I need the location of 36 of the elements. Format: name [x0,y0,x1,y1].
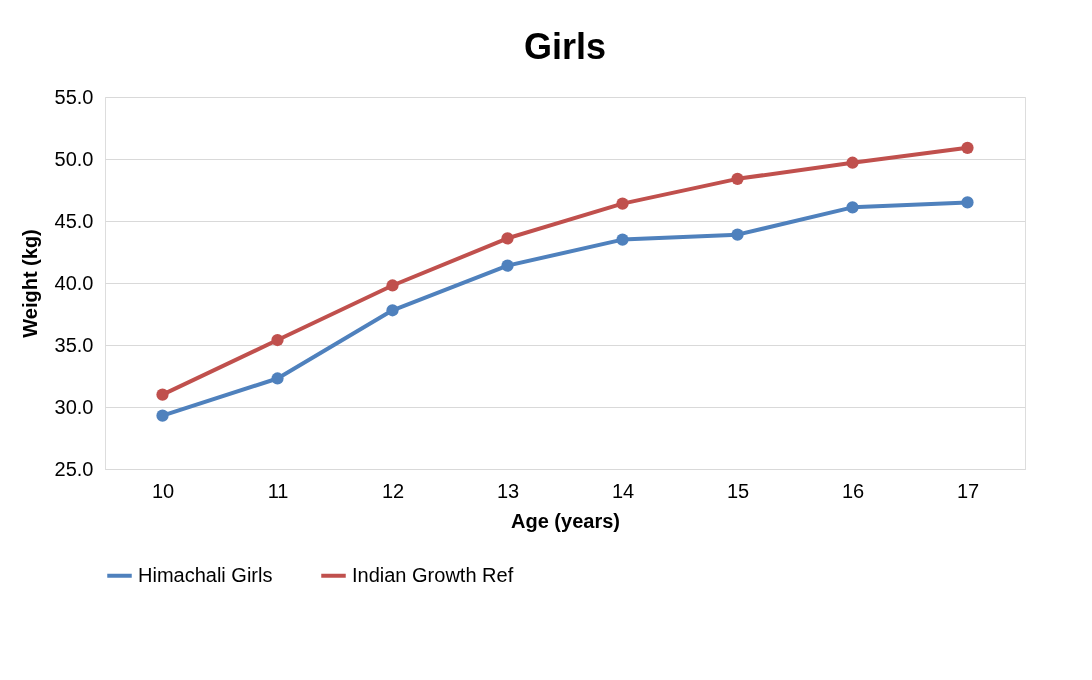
point [731,228,744,241]
point [961,141,974,154]
x-axis-title: Age (years) [511,509,620,532]
y-tick-label: 45.0 [54,209,94,232]
x-tick-label: 13 [496,479,520,502]
point [501,232,514,245]
point [616,233,629,246]
x-tick-label: 10 [151,479,175,502]
legend-label: Himachali Girls [138,563,273,586]
x-tick-label: 15 [726,479,750,502]
x-tick-label: 11 [267,479,289,502]
point [156,388,169,401]
point [386,304,399,317]
point [961,196,974,209]
y-tick-label: 25.0 [54,457,94,480]
point [616,197,629,210]
point [846,201,859,214]
y-tick-label: 30.0 [54,395,94,418]
point [501,259,514,272]
x-tick-label: 14 [611,479,635,502]
legend-label: Indian Growth Ref [352,563,514,586]
x-tick-label: 12 [381,479,405,502]
y-axis-title: Weight (kg) [18,229,41,338]
chart-title: Girls [523,26,607,67]
point [731,172,744,185]
y-tick-label: 50.0 [54,147,94,170]
y-tick-label: 55.0 [54,85,94,108]
point [156,409,169,422]
point [271,333,284,347]
point [271,372,284,385]
point [846,156,859,169]
y-tick-label: 40.0 [54,271,94,294]
x-tick-label: 17 [956,479,980,502]
x-tick-label: 16 [841,479,865,502]
point [386,279,399,292]
y-tick-label: 35.0 [54,333,94,356]
